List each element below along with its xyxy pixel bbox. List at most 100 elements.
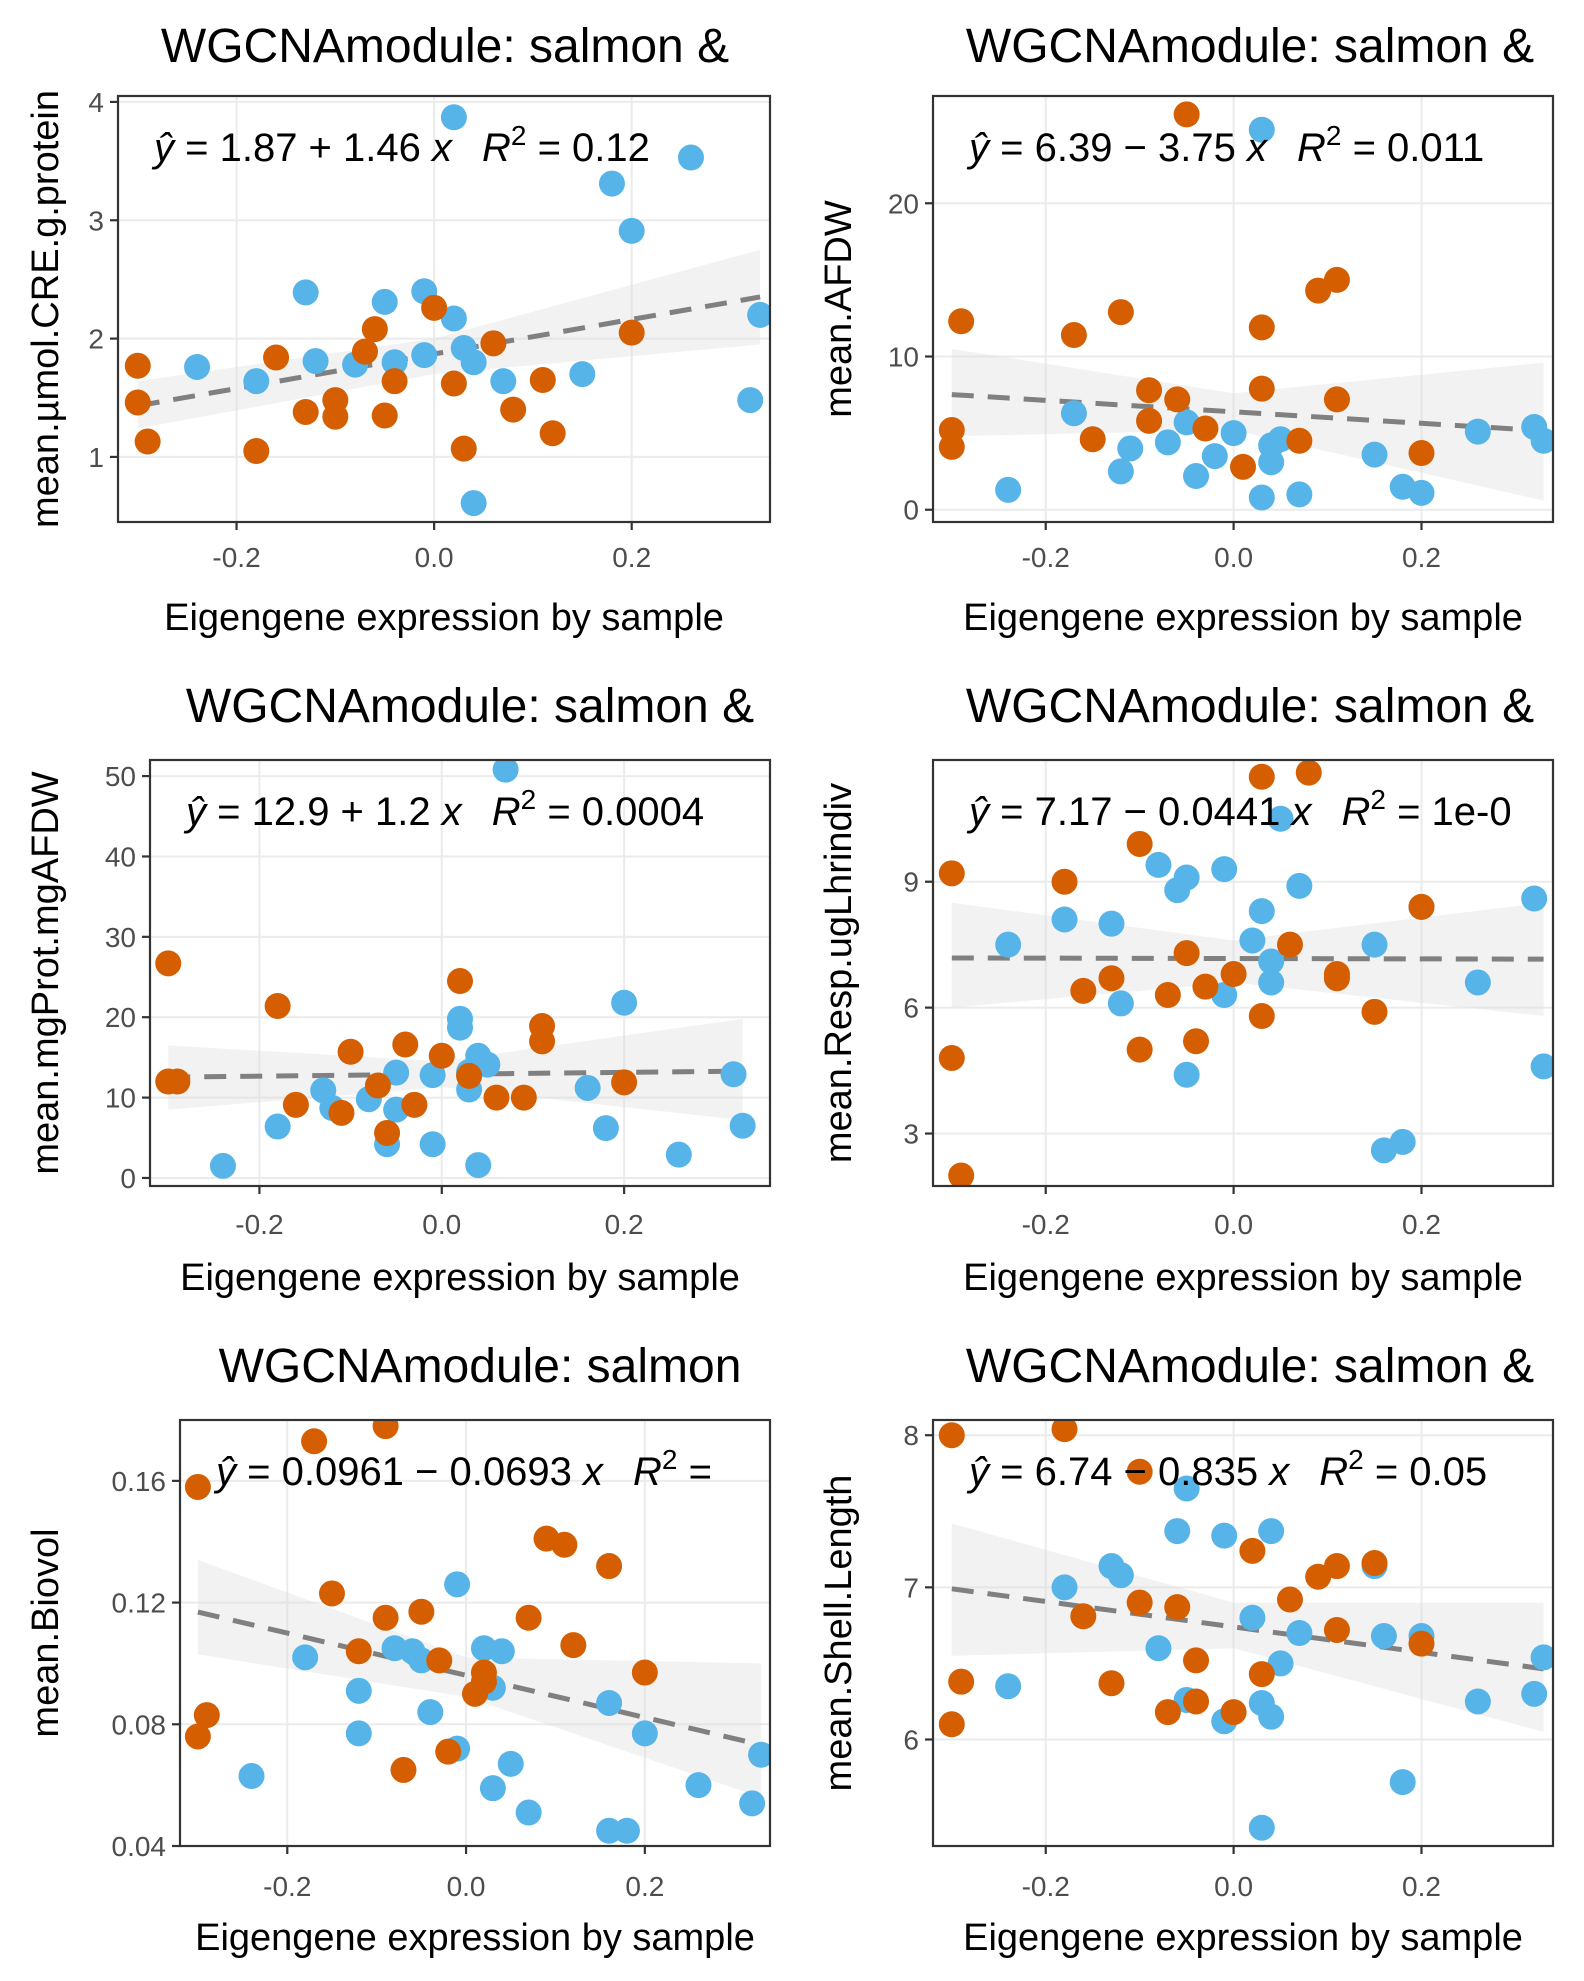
data-point	[1192, 415, 1219, 442]
data-point	[720, 1061, 747, 1088]
data-point	[1389, 1128, 1416, 1155]
regression-equation: ŷ = 12.9 + 1.2 x R2 = 0.0004	[183, 784, 704, 834]
data-point	[1145, 851, 1172, 878]
data-point	[371, 288, 398, 315]
data-point	[193, 1702, 220, 1729]
data-point	[618, 319, 645, 346]
x-tick-label: 0.0	[1214, 542, 1253, 573]
data-point	[417, 1699, 444, 1726]
data-point	[938, 1044, 965, 1071]
data-point	[345, 1677, 372, 1704]
data-point	[479, 1775, 506, 1802]
data-point	[301, 1428, 328, 1455]
plot-frame	[931, 758, 1555, 1188]
data-point	[1145, 1635, 1172, 1662]
data-point	[243, 368, 270, 395]
data-point	[1323, 266, 1350, 293]
data-point	[938, 433, 965, 460]
y-axis-label: mean.µmol.CRE.g.protein	[25, 90, 67, 528]
plot-frame	[178, 1418, 772, 1848]
data-point	[1126, 1589, 1153, 1616]
data-point	[510, 1084, 537, 1111]
data-point	[1126, 1458, 1153, 1485]
plot-frame	[931, 94, 1555, 524]
y-axis-label: mean.Biovol	[25, 1528, 67, 1737]
y-tick-label: 10	[888, 342, 919, 373]
data-point	[1286, 481, 1313, 508]
y-axis-label: mean.Resp.ugLhrindiv	[818, 783, 860, 1163]
x-axis-label: Eigengene expression by sample	[963, 1917, 1523, 1959]
data-point	[1276, 1586, 1303, 1613]
data-point	[497, 1750, 524, 1777]
data-point	[1286, 872, 1313, 899]
y-tick-label: 40	[105, 841, 136, 872]
data-point	[1164, 1594, 1191, 1621]
data-point	[995, 476, 1022, 503]
data-point	[1239, 1537, 1266, 1564]
y-tick-label: 2	[88, 324, 104, 355]
data-point	[1361, 441, 1388, 468]
panel-title: WGCNAmodule: salmon &	[966, 1340, 1534, 1393]
data-point	[515, 1799, 542, 1826]
panel-5: ŷ = 0.0961 − 0.0693 x R2 = -0.2 0.0 0.2 0.04…	[25, 1340, 772, 1959]
data-point	[948, 1162, 975, 1186]
x-axis-label: Eigengene expression by sample	[963, 1257, 1523, 1299]
data-point	[426, 1647, 453, 1674]
y-tick-label: 50	[105, 761, 136, 792]
data-point	[492, 760, 519, 783]
data-point	[381, 349, 408, 376]
data-point	[263, 344, 290, 371]
data-point	[1126, 1036, 1153, 1063]
data-point	[515, 1604, 542, 1631]
data-point	[677, 144, 704, 171]
panel-1: ŷ = 1.87 + 1.46 x R2 = 0.12 -0.2 0.0 0.2 1 2 3 4…	[25, 20, 772, 639]
data-point	[948, 308, 975, 335]
data-point	[419, 1062, 446, 1089]
data-point	[411, 342, 438, 369]
data-point	[392, 1031, 419, 1058]
y-tick-label: 6	[903, 993, 919, 1024]
data-point	[631, 1720, 658, 1747]
data-point	[383, 1059, 410, 1086]
data-point	[184, 1723, 211, 1750]
data-point	[529, 367, 556, 393]
data-point	[1060, 400, 1087, 427]
regression-equation: ŷ = 7.17 − 0.0441 x R2 = 1e-0	[966, 784, 1512, 834]
gridlines	[150, 760, 770, 1186]
data-point	[598, 170, 625, 197]
y-tick-label: 8	[903, 1420, 919, 1451]
y-tick-label: 0.16	[112, 1466, 167, 1497]
data-point	[1464, 1688, 1491, 1715]
data-point	[1211, 1522, 1238, 1549]
x-axis-label: Eigengene expression by sample	[963, 597, 1523, 639]
series-2	[938, 760, 1435, 1186]
x-axis-label: Eigengene expression by sample	[164, 597, 724, 639]
x-tick-label: -0.2	[1022, 542, 1070, 573]
data-point	[401, 1091, 428, 1118]
data-point	[428, 1042, 455, 1069]
x-tick-label: 0.0	[447, 1871, 486, 1902]
data-point	[322, 387, 349, 414]
y-tick-label: 3	[88, 205, 104, 236]
y-tick-label: 4	[88, 87, 104, 118]
data-point	[596, 1817, 623, 1844]
data-point	[1361, 1550, 1388, 1577]
data-point	[1464, 969, 1491, 996]
data-point	[938, 1422, 965, 1449]
gridlines	[118, 96, 770, 522]
series-2	[155, 950, 638, 1146]
data-point	[995, 1673, 1022, 1700]
data-point	[551, 1531, 578, 1558]
y-tick-label: 0.12	[112, 1588, 167, 1619]
x-axis-label: Eigengene expression by sample	[180, 1257, 740, 1299]
series-2	[124, 294, 645, 464]
y-tick-label: 6	[903, 1725, 919, 1756]
data-point	[1060, 322, 1087, 349]
data-point	[611, 989, 638, 1016]
data-point	[1051, 1574, 1078, 1601]
data-point	[1248, 314, 1275, 341]
panel-title: WGCNAmodule: salmon &	[966, 680, 1534, 733]
data-point	[447, 1005, 473, 1032]
x-tick-label: -0.2	[212, 542, 260, 573]
data-point	[302, 348, 329, 375]
